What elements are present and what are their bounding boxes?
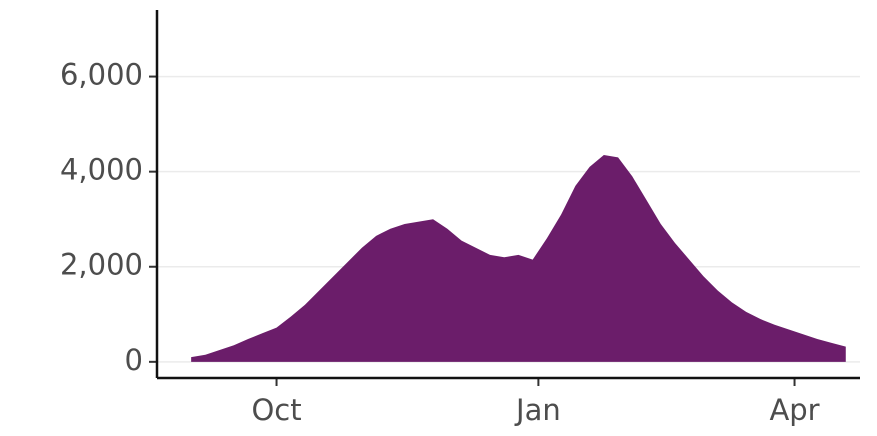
- y-tick-label: 2,000: [60, 248, 143, 282]
- y-tick-label: 4,000: [60, 153, 143, 187]
- x-tick-label: Jan: [514, 393, 561, 427]
- x-tick-label: Oct: [251, 393, 301, 427]
- x-tick-label: Apr: [769, 393, 819, 427]
- y-tick-label: 6,000: [60, 58, 143, 92]
- y-tick-label: 0: [125, 343, 143, 377]
- area: [191, 155, 846, 362]
